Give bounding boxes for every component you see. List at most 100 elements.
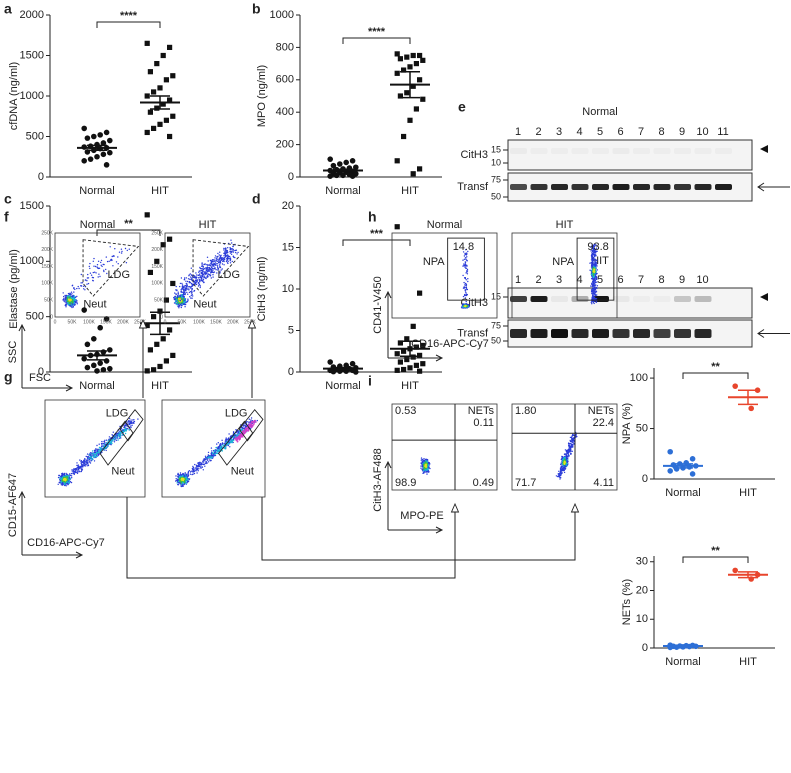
flow-event (205, 460, 207, 463)
flow-event (204, 465, 206, 467)
flow-event (188, 478, 191, 480)
flow-event (74, 298, 77, 300)
flow-event (234, 256, 236, 259)
flow-event (200, 269, 202, 272)
flow-event (89, 267, 91, 270)
flow-event (185, 483, 187, 485)
y-axis-label: NETs (%) (621, 579, 633, 625)
flow-event (186, 300, 188, 303)
flow-event (186, 284, 188, 287)
flow-event (589, 262, 591, 264)
flow-event (70, 475, 73, 477)
data-point (333, 172, 340, 179)
data-point (410, 83, 416, 89)
flow-event (100, 445, 103, 448)
flow-event (189, 278, 191, 280)
flow-event (79, 467, 81, 469)
band (633, 296, 650, 302)
flow-event (89, 462, 92, 464)
significance-bracket (96, 21, 161, 28)
flow-event (202, 463, 205, 466)
flow-event (93, 460, 96, 462)
flow-event (128, 429, 130, 431)
flow-event (68, 302, 70, 304)
band (571, 329, 589, 338)
flow-event (117, 263, 119, 265)
flow-event (211, 264, 214, 266)
data-point (100, 349, 107, 355)
band (510, 148, 527, 154)
flow-event (242, 430, 245, 432)
flow-event (219, 261, 222, 263)
flow-event (70, 301, 72, 303)
flow-event (245, 428, 247, 431)
flow-event (86, 453, 89, 455)
flow-event (175, 293, 178, 295)
flow-event (234, 438, 236, 440)
band (715, 184, 732, 190)
flow-event (206, 256, 209, 258)
data-point (732, 567, 738, 574)
data-point (689, 456, 696, 462)
flow-event (177, 475, 179, 477)
flow-event (200, 268, 203, 270)
flow-event (98, 273, 100, 275)
flow-event (67, 303, 69, 305)
flow-event (255, 421, 257, 423)
flow-event (239, 437, 241, 440)
flow-event (253, 421, 256, 423)
flow-event (118, 430, 120, 432)
flow-event (219, 446, 222, 448)
flow-event (91, 453, 93, 455)
flow-event (210, 277, 212, 279)
flow-event (69, 477, 72, 480)
flow-event (195, 467, 197, 469)
flow-event (106, 260, 109, 263)
flow-tick-label: 0 (160, 314, 163, 320)
flow-event (73, 473, 76, 476)
flow-event (123, 430, 125, 433)
flow-event (225, 254, 227, 257)
lane-number: 2 (535, 126, 541, 138)
flow-event (88, 454, 91, 456)
flow-event (71, 306, 73, 309)
flow-event (198, 465, 200, 468)
data-point (417, 352, 423, 358)
band-arrowhead (760, 293, 768, 301)
flow-event (193, 470, 195, 473)
flow-event (199, 270, 201, 272)
flow-event (219, 262, 221, 264)
data-point (397, 340, 403, 346)
flow-event (181, 284, 184, 286)
flow-event (216, 272, 218, 274)
flow-event (89, 460, 91, 462)
flow-event (74, 296, 77, 298)
flow-event (87, 460, 89, 462)
flow-event (228, 433, 230, 435)
flow-event (65, 485, 67, 487)
data-point (401, 67, 407, 73)
data-point (144, 212, 150, 218)
flow-event (113, 441, 116, 443)
flow-event (595, 260, 597, 262)
flow-event (76, 303, 79, 305)
flow-event (231, 250, 233, 253)
flow-event (188, 291, 191, 294)
band-arrowhead (760, 145, 768, 153)
flow-event (195, 281, 197, 284)
flow-event (69, 299, 71, 301)
flow-event (89, 262, 91, 265)
flow-event (217, 267, 219, 270)
flow-event (84, 464, 86, 467)
flow-event (231, 442, 233, 444)
flow-event (128, 423, 131, 426)
lane-number: 1 (515, 126, 521, 138)
band (654, 296, 671, 302)
flow-event (64, 483, 66, 486)
flow-event (77, 465, 79, 467)
flow-event (190, 267, 192, 269)
flow-event (595, 284, 597, 286)
flow-event (69, 303, 72, 305)
flow-event (592, 289, 594, 292)
